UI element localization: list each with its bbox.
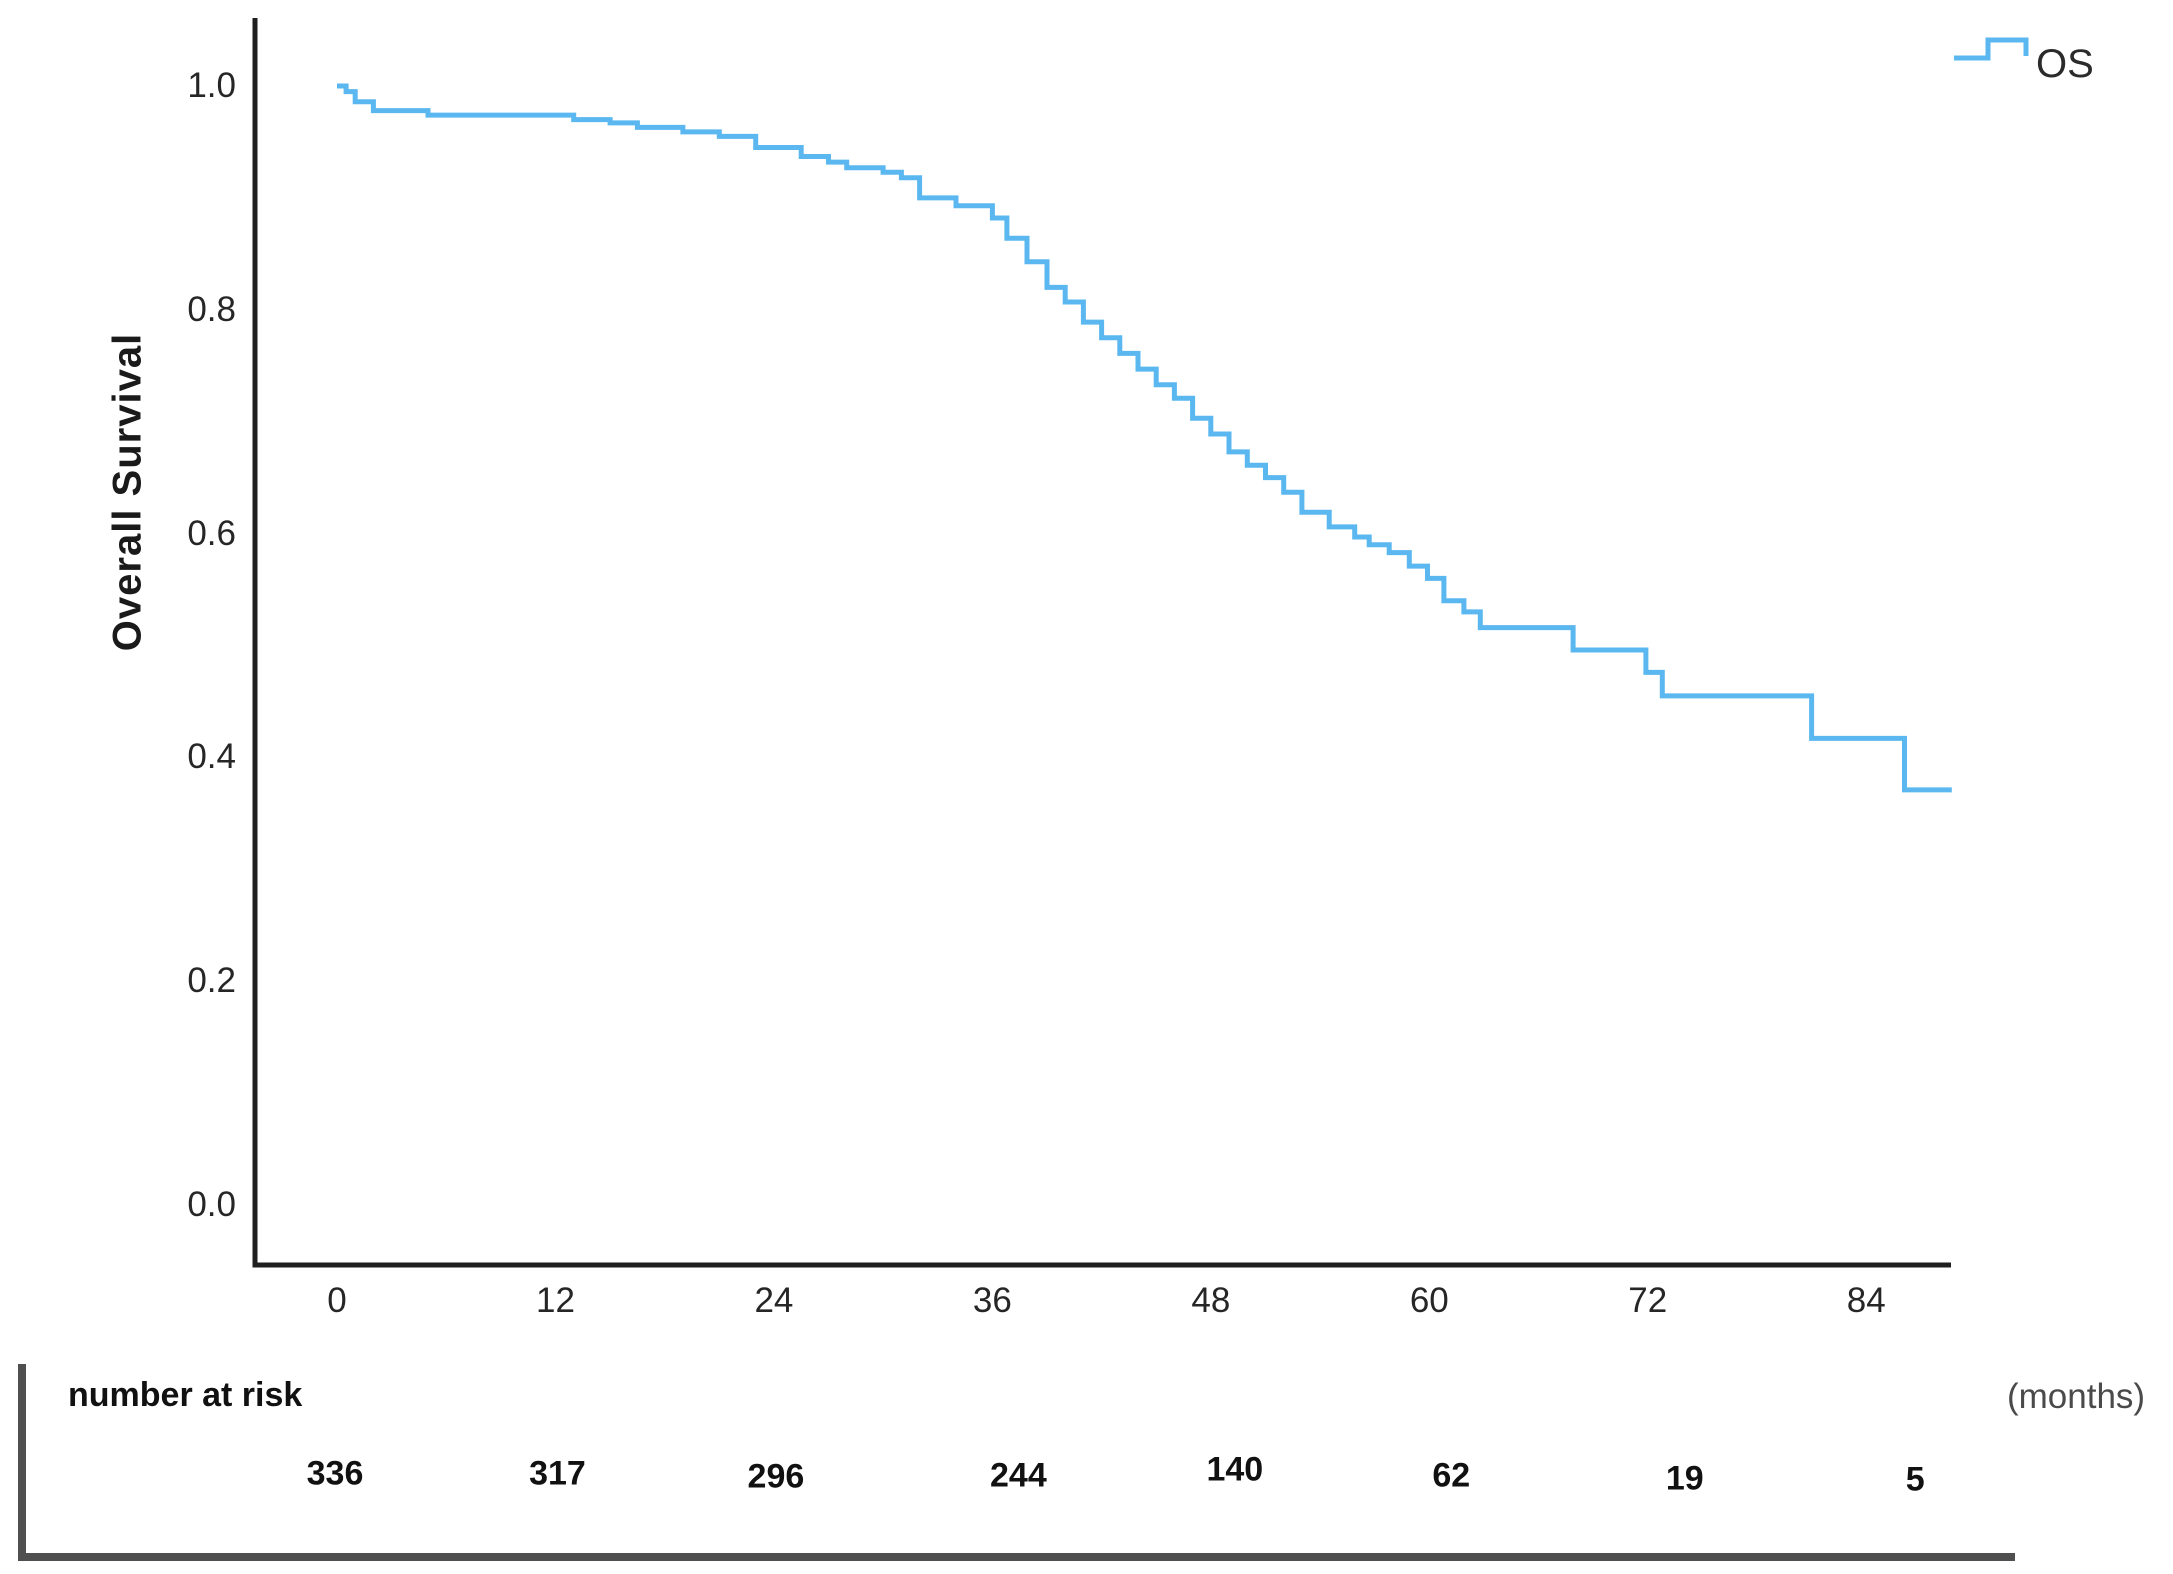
risk-count: 140 (1206, 1450, 1264, 1489)
y-tick-label: 1.0 (187, 66, 236, 105)
x-tick-label: 12 (535, 1281, 575, 1320)
x-tick-label: 0 (327, 1281, 347, 1320)
number-at-risk-title: number at risk (68, 1376, 303, 1414)
risk-count: 5 (1905, 1460, 1925, 1499)
risk-count: 62 (1432, 1456, 1471, 1495)
legend-line-icon (1954, 37, 2029, 61)
x-tick-label: 36 (972, 1281, 1012, 1320)
x-tick-label: 60 (1409, 1281, 1449, 1320)
survival-curve-os (337, 83, 1952, 793)
y-tick-label: 0.2 (187, 961, 236, 1001)
risk-count: 19 (1665, 1459, 1704, 1498)
y-tick-label: 0.8 (187, 289, 236, 329)
x-tick-label: 24 (754, 1281, 794, 1320)
y-tick-label: 0.0 (187, 1185, 236, 1224)
x-tick-label: 48 (1191, 1281, 1231, 1320)
y-tick-label: 0.6 (187, 513, 236, 553)
risk-count: 244 (990, 1456, 1047, 1495)
risk-count: 317 (529, 1454, 586, 1493)
x-tick-label: 72 (1628, 1281, 1668, 1320)
x-tick-label: 84 (1846, 1281, 1886, 1320)
risk-count: 336 (306, 1454, 364, 1493)
legend: OS (1946, 18, 2166, 86)
x-axis-unit-label: (months) (2007, 1377, 2146, 1416)
legend-series-label: OS (2036, 42, 2094, 86)
y-tick-label: 0.4 (187, 737, 236, 777)
y-axis-title: Overall Survival (105, 332, 150, 652)
risk-table-bottom-border (18, 1553, 2015, 1561)
axes-lines (252, 18, 1951, 1268)
risk-count: 296 (747, 1457, 805, 1496)
risk-table-left-border (18, 1364, 26, 1560)
